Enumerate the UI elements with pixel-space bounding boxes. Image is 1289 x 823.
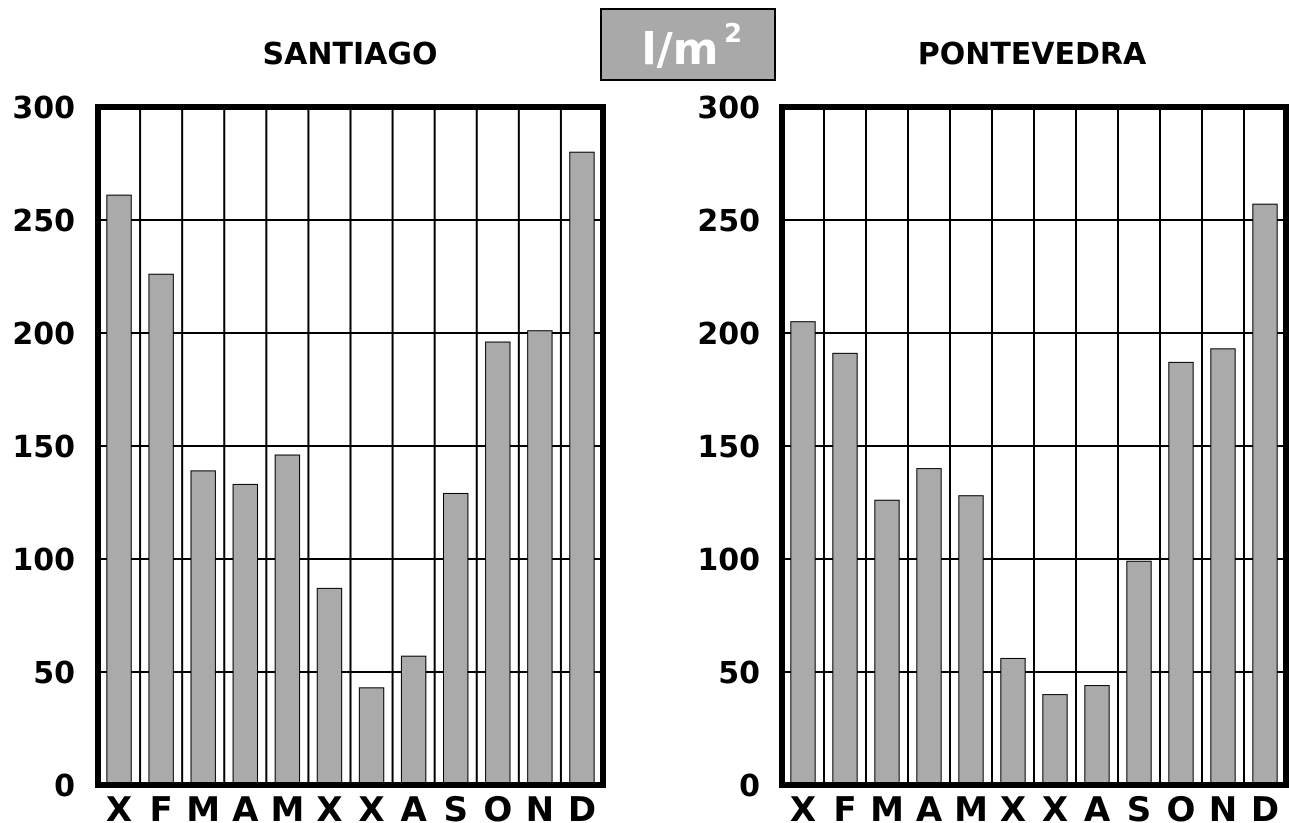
y-tick-label: 150 [697,430,760,465]
chart-title: PONTEVEDRA [918,37,1147,72]
x-tick-label: D [1251,790,1279,823]
bar [1000,657,1026,786]
y-tick-label: 300 [12,91,75,126]
bar [1210,348,1236,786]
bar [916,468,942,786]
x-tick-label: M [270,790,304,823]
bar [1252,203,1278,786]
x-tick-label: X [1042,790,1068,823]
y-tick-label: 0 [739,769,760,804]
bar [106,194,132,786]
x-tick-label: F [833,790,856,823]
bar [527,330,553,786]
x-tick-label: F [150,790,173,823]
x-tick-label: D [568,790,596,823]
bar [790,321,816,786]
y-tick-label: 300 [697,91,760,126]
bar [190,470,216,786]
bar [1084,685,1110,786]
bar [1042,694,1068,786]
x-tick-label: A [916,790,943,823]
y-tick-label: 250 [697,204,760,239]
plot-frame [95,104,606,788]
x-tick-label: M [186,790,220,823]
y-tick-label: 100 [697,543,760,578]
bar [400,655,427,786]
x-tick-label: A [400,790,427,823]
x-tick-label: X [106,790,132,823]
x-tick-label: S [443,790,468,823]
unit-label: l/m [642,24,719,75]
x-tick-label: S [1127,790,1152,823]
x-tick-label: M [954,790,988,823]
x-tick-label: A [232,790,259,823]
bar [443,492,469,786]
x-tick-label: X [1000,790,1026,823]
unit-superscript: 2 [724,19,742,49]
plot-frame [779,104,1289,788]
bar [958,495,984,786]
bar [232,483,258,786]
bar [1126,560,1152,786]
bar [874,499,900,786]
y-tick-label: 0 [54,769,75,804]
bar [316,587,343,786]
y-tick-label: 150 [12,430,75,465]
x-tick-label: X [316,790,342,823]
x-tick-label: N [526,790,554,823]
bar [148,273,174,786]
x-tick-label: M [870,790,904,823]
y-tick-label: 50 [718,656,760,691]
bar [569,151,595,786]
bar [1168,361,1194,786]
bar [358,687,385,786]
bar [832,352,858,786]
y-tick-label: 100 [12,543,75,578]
y-tick-label: 50 [33,656,75,691]
x-tick-label: A [1084,790,1111,823]
x-tick-label: O [483,790,512,823]
x-tick-label: X [790,790,816,823]
x-tick-label: X [358,790,384,823]
y-tick-label: 200 [12,317,75,352]
y-tick-label: 250 [12,204,75,239]
bar [485,341,511,786]
chart-title: SANTIAGO [263,37,438,72]
bar [274,454,301,786]
unit-box [600,8,776,81]
x-tick-label: N [1209,790,1237,823]
y-tick-label: 200 [697,317,760,352]
x-tick-label: O [1167,790,1196,823]
